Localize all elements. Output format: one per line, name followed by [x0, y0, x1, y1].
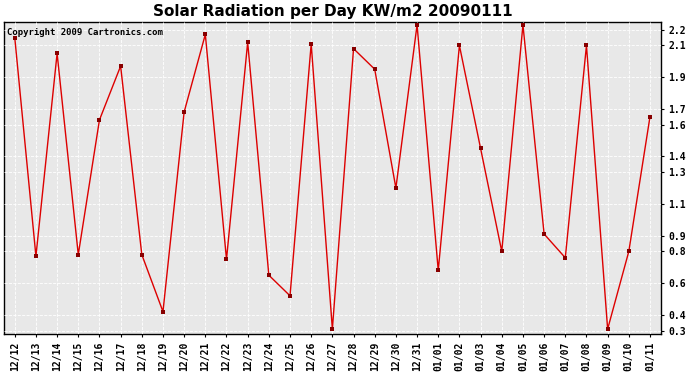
Title: Solar Radiation per Day KW/m2 20090111: Solar Radiation per Day KW/m2 20090111 — [152, 4, 512, 19]
Text: Copyright 2009 Cartronics.com: Copyright 2009 Cartronics.com — [8, 28, 164, 37]
